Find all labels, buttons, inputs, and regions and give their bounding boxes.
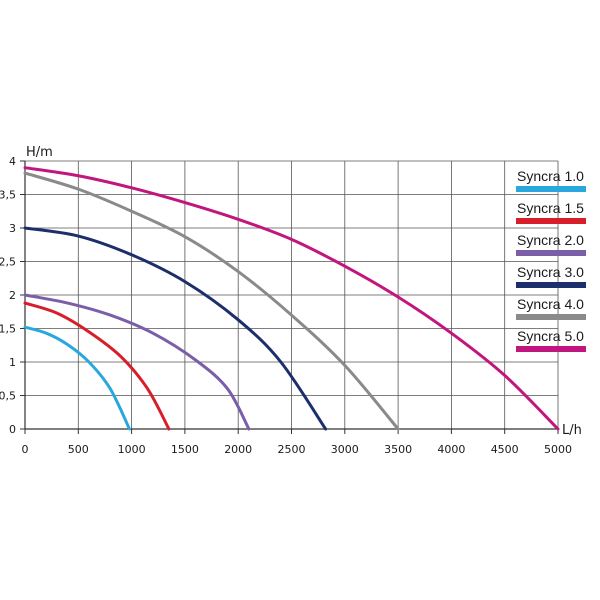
legend-label: Syncra 1.0: [517, 168, 584, 184]
x-tick-label: 5000: [544, 443, 572, 456]
legend-label: Syncra 1.5: [517, 200, 584, 216]
y-tick-label: 2: [9, 289, 16, 302]
legend-label: Syncra 2.0: [517, 232, 584, 248]
series-line-4: [23, 226, 328, 431]
series-line-6: [23, 166, 560, 431]
axes: 0 500 1000 1500 2000 2500 3000 3500 4000 4500 5000…: [0, 155, 572, 456]
y-tick-label: 0,5: [0, 390, 16, 403]
legend-label: Syncra 4.0: [517, 296, 584, 312]
legend-label: Syncra 5.0: [517, 328, 584, 344]
y-tick-label: 0: [9, 423, 16, 436]
x-tick-label: 2000: [224, 443, 252, 456]
legend-swatch: [516, 282, 586, 288]
legend-swatch: [516, 186, 586, 192]
y-tick-label: 3,5: [0, 189, 16, 202]
series-line-2: [23, 301, 171, 431]
y-tick-label: 3: [9, 222, 16, 235]
x-tick-label: 500: [68, 443, 89, 456]
y-tick-label: 4: [9, 155, 16, 168]
x-axis-label: L/h: [562, 423, 582, 438]
x-tick-label: 3000: [331, 443, 359, 456]
legend-swatch: [516, 250, 586, 256]
series-line-3: [23, 293, 251, 431]
y-tick-label: 1: [9, 356, 16, 369]
x-tick-label: 4000: [437, 443, 465, 456]
x-tick-label: 4500: [491, 443, 519, 456]
series-line-1: [23, 325, 131, 431]
x-tick-label: 1500: [171, 443, 199, 456]
legend-swatch: [516, 314, 586, 320]
x-tick-label: 0: [22, 443, 29, 456]
x-tick-label: 2500: [278, 443, 306, 456]
y-tick-label: 1,5: [0, 323, 16, 336]
legend-swatch: [516, 218, 586, 224]
x-tick-label: 3500: [384, 443, 412, 456]
y-tick-label: 2,5: [0, 256, 16, 269]
legend: Syncra 1.0 Syncra 1.5 Syncra 2.0 Syncra 3.0…: [516, 168, 586, 352]
x-tick-label: 1000: [118, 443, 146, 456]
series-line-5: [23, 171, 400, 431]
legend-swatch: [516, 346, 586, 352]
legend-label: Syncra 3.0: [517, 264, 584, 280]
series-lines: [23, 166, 560, 431]
y-axis-label: H/m: [26, 145, 53, 160]
